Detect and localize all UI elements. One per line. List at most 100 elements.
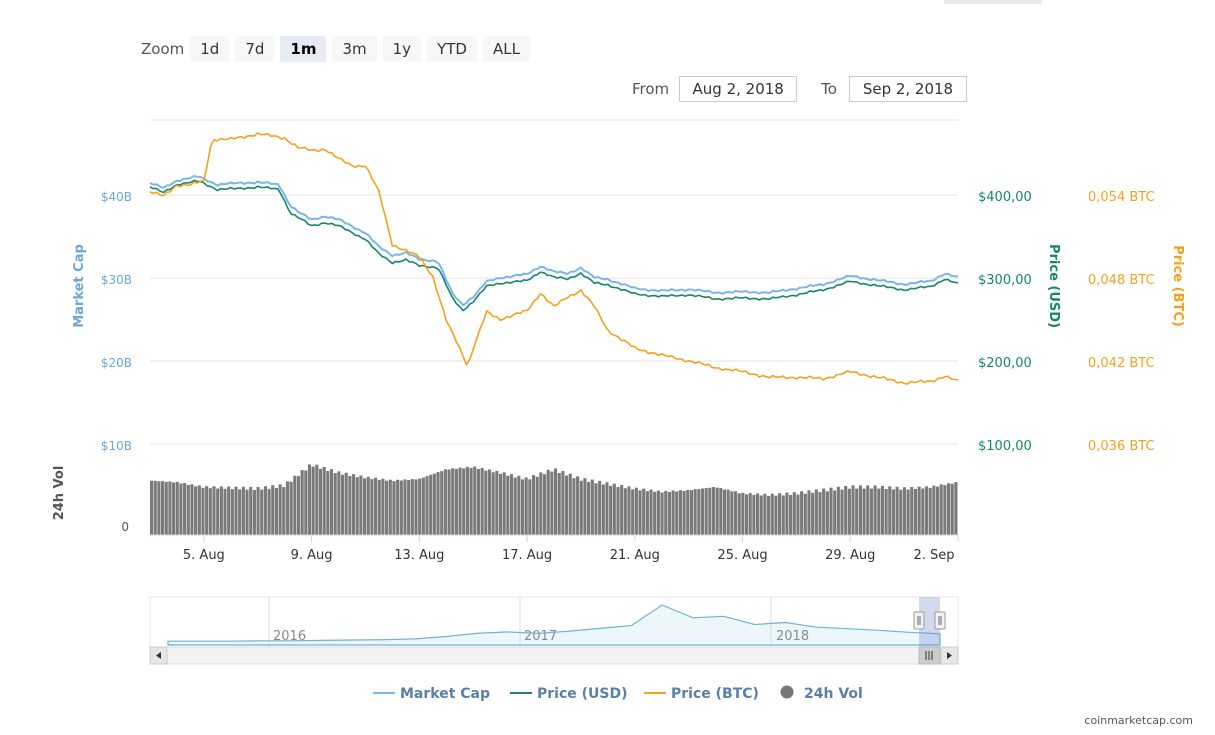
volume-bar [950, 483, 954, 535]
volume-bar [535, 476, 539, 535]
volume-bar [495, 470, 499, 535]
navigator[interactable]: 2016 2017 2018 [149, 596, 959, 648]
price-usd-tick-200: $200,00 [978, 356, 1032, 371]
to-date-input[interactable]: Sep 2, 2018 [848, 76, 967, 102]
to-label: To [821, 80, 837, 98]
volume-bar [410, 479, 414, 535]
volume-bar [340, 474, 345, 535]
navigator-selection[interactable] [919, 597, 940, 647]
volume-bar [304, 470, 308, 535]
volume-bar [322, 466, 326, 535]
volume-bar [730, 491, 734, 535]
zoom-1d-button[interactable]: 1d [190, 36, 230, 62]
volume-bar [700, 488, 705, 535]
volume-bar [175, 481, 179, 535]
top-tab-indicator[interactable] [944, 0, 1042, 4]
attribution-footer: coinmarketcap.com [1084, 714, 1193, 727]
x-tick-label: 21. Aug [610, 548, 660, 563]
volume-bar [344, 472, 348, 535]
volume-bar [164, 481, 168, 535]
price-btc-tick-042: 0,042 BTC [1088, 356, 1155, 371]
volume-bar [609, 485, 613, 535]
volume-bar [487, 469, 492, 535]
price-usd-line [149, 179, 959, 312]
navigator-scrollbar[interactable] [149, 646, 959, 665]
volume-bar [568, 473, 572, 535]
volume-bar [513, 477, 517, 535]
legend-item-price-btc[interactable]: Price (BTC) [644, 686, 759, 702]
zoom-1m-button[interactable]: 1m [280, 36, 327, 62]
volume-bar [370, 479, 374, 535]
volume-bar [634, 487, 638, 535]
volume-bar [392, 481, 396, 535]
volume-bar [943, 485, 947, 535]
volume-bar [542, 474, 547, 535]
from-date-input[interactable]: Aug 2, 2018 [679, 76, 798, 102]
volume-axis-title: 24h Vol [52, 466, 67, 521]
volume-bar [509, 474, 514, 535]
volume-bar [315, 464, 319, 535]
volume-bar [686, 489, 690, 535]
zoom-ytd-button[interactable]: YTD [427, 36, 477, 62]
zoom-7d-button[interactable]: 7d [235, 36, 275, 62]
volume-bar [454, 468, 458, 535]
volume-bar [935, 486, 940, 535]
volume-bar [880, 485, 884, 535]
volume-bar [792, 492, 796, 535]
zoom-all-button[interactable]: ALL [482, 36, 530, 62]
zoom-label: Zoom [141, 40, 185, 58]
volume-bar [385, 480, 389, 535]
volume-bar [473, 466, 477, 535]
navigator-right-handle[interactable] [934, 611, 946, 630]
volume-bar [888, 486, 892, 535]
volume-bar [260, 489, 264, 535]
volume-bar [407, 479, 411, 535]
market-cap-tick-30b: $30B [101, 273, 132, 287]
legend-item-volume[interactable]: 24h Vol [780, 685, 863, 703]
legend-price-usd-label: Price (USD) [537, 686, 628, 702]
zoom-3m-button[interactable]: 3m [332, 36, 377, 62]
volume-bar [689, 490, 694, 535]
volume-bar [528, 479, 532, 535]
volume-bar [733, 491, 738, 535]
volume-bar [550, 471, 554, 535]
legend-price-btc-label: Price (BTC) [671, 686, 759, 702]
date-range: From Aug 2, 2018 To Sep 2, 2018 [632, 76, 967, 102]
volume-bar [866, 485, 870, 535]
x-tick-label: 9. Aug [291, 548, 333, 563]
volume-bar [183, 483, 187, 535]
navigator-left-handle[interactable] [913, 611, 925, 630]
volume-bar [627, 486, 631, 535]
volume-bar [432, 473, 436, 535]
volume-bar [587, 481, 591, 535]
zoom-1y-button[interactable]: 1y [382, 36, 422, 62]
volume-bar [161, 481, 165, 535]
volume-bar [895, 486, 899, 535]
volume-bar [675, 491, 679, 535]
volume-bar [778, 493, 782, 535]
from-label: From [632, 80, 670, 98]
volume-bar [851, 485, 855, 535]
market-cap-line [149, 174, 959, 307]
volume-bars [150, 464, 958, 536]
x-tick-label: 2. Sep [913, 548, 954, 563]
volume-bar [399, 480, 403, 535]
legend-item-price-usd[interactable]: Price (USD) [510, 686, 628, 702]
volume-bar [278, 484, 282, 535]
volume-bar [906, 489, 910, 535]
volume-bar [234, 486, 238, 535]
volume-bar [623, 488, 627, 535]
legend-item-market-cap[interactable]: Market Cap [373, 686, 490, 702]
volume-bar [418, 478, 422, 535]
price-btc-tick-036: 0,036 BTC [1088, 439, 1155, 454]
volume-bar [425, 476, 429, 535]
volume-bar [205, 486, 209, 535]
volume-bar [502, 472, 506, 535]
volume-bar [869, 488, 873, 535]
volume-dot-icon [780, 685, 794, 699]
volume-bar [954, 482, 958, 535]
scroll-right-icon [947, 652, 952, 659]
volume-bar [858, 485, 862, 535]
volume-bar [227, 486, 231, 535]
volume-bar [429, 474, 433, 535]
